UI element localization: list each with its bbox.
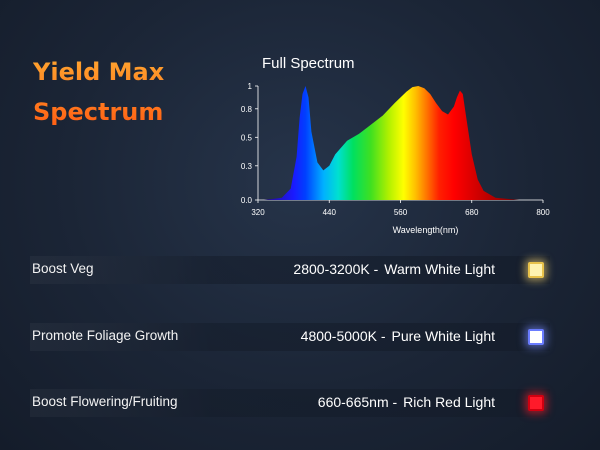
y-tick-label: 0.3 xyxy=(241,162,253,171)
chart-title: Full Spectrum xyxy=(262,55,355,72)
rich-red-led-icon xyxy=(528,395,544,411)
row-range: 2800-3200K - xyxy=(293,261,379,277)
y-tick-label: 0.0 xyxy=(241,196,253,205)
pure-white-led-icon xyxy=(528,329,544,345)
x-tick-label: 800 xyxy=(536,208,550,217)
x-tick-label: 560 xyxy=(394,208,408,217)
x-axis: 320 440 560 680 800 xyxy=(251,199,550,217)
x-axis-label: Wavelength(nm) xyxy=(393,225,459,235)
x-tick-label: 440 xyxy=(323,208,337,217)
row-range: 4800-5000K - xyxy=(300,328,386,344)
row-spec: 2800-3200K - Warm White Light xyxy=(293,261,495,277)
row-label: Boost Flowering/Fruiting xyxy=(32,394,178,409)
spectrum-row-foliage: Promote Foliage Growth 4800-5000K - Pure … xyxy=(30,323,550,351)
warm-white-led-icon xyxy=(528,262,544,278)
row-spec: 660-665nm - Rich Red Light xyxy=(318,394,495,410)
y-axis: 0.0 0.3 0.5 0.8 1 xyxy=(241,82,259,205)
row-label: Boost Veg xyxy=(32,261,94,276)
spectrum-row-flowering: Boost Flowering/Fruiting 660-665nm - Rich… xyxy=(30,389,550,417)
y-tick-label: 1 xyxy=(248,82,253,91)
spectrum-chart: Full Spectrum 0.0 0.3 0.5 0.8 1 320 440 560 680… xyxy=(241,55,550,235)
spectrum-curve xyxy=(263,86,520,200)
x-tick-label: 320 xyxy=(251,208,265,217)
x-tick-label: 680 xyxy=(465,208,479,217)
row-range: 660-665nm - xyxy=(317,394,398,410)
row-label: Promote Foliage Growth xyxy=(32,328,179,343)
y-tick-label: 0.8 xyxy=(241,105,253,114)
row-spec: 4800-5000K - Pure White Light xyxy=(301,328,495,344)
spectrum-row-veg: Boost Veg 2800-3200K - Warm White Light xyxy=(30,256,550,284)
y-tick-label: 0.5 xyxy=(241,133,253,142)
row-light: Pure White Light xyxy=(391,328,496,344)
row-light: Warm White Light xyxy=(384,261,495,277)
row-light: Rich Red Light xyxy=(403,394,495,410)
